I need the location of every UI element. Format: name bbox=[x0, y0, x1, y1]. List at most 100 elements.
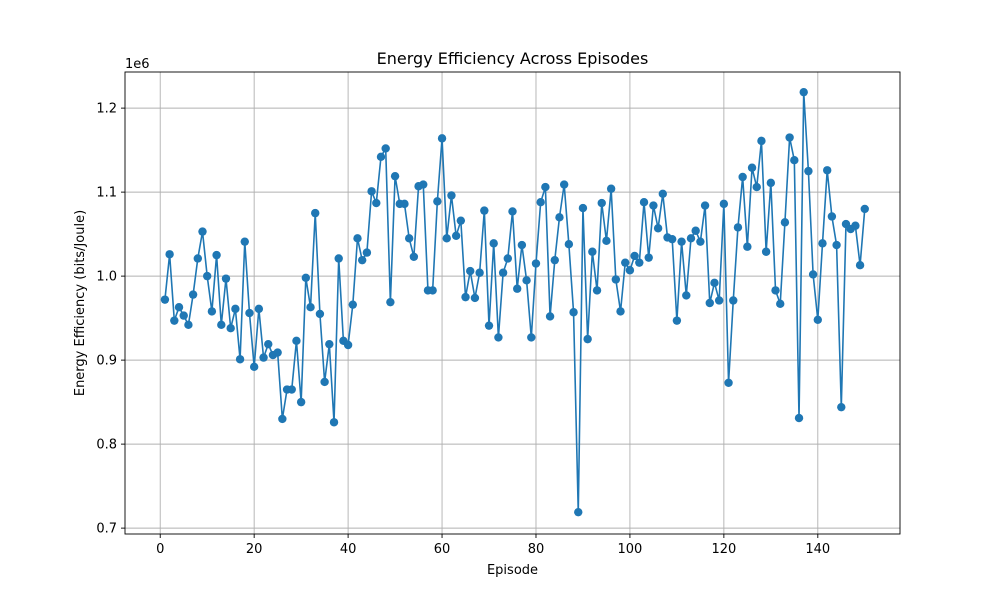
data-point bbox=[578, 203, 588, 213]
data-point bbox=[710, 278, 719, 288]
data-point bbox=[245, 308, 254, 318]
data-point bbox=[621, 258, 630, 267]
y-tick-label: 0.7 bbox=[96, 522, 117, 537]
data-point bbox=[700, 201, 710, 210]
y-offset-label: 1e6 bbox=[125, 57, 150, 72]
data-point bbox=[780, 218, 790, 227]
data-point bbox=[752, 182, 761, 192]
data-point bbox=[790, 156, 799, 165]
data-point bbox=[433, 197, 442, 206]
data-point bbox=[837, 402, 846, 412]
data-point bbox=[400, 199, 409, 209]
data-point bbox=[813, 315, 822, 324]
data-point bbox=[372, 198, 381, 208]
x-tick-label: 20 bbox=[246, 542, 263, 557]
data-point bbox=[564, 240, 574, 249]
data-point bbox=[447, 191, 456, 200]
data-point bbox=[583, 334, 592, 344]
data-point bbox=[743, 242, 752, 251]
data-point bbox=[635, 258, 644, 267]
data-point bbox=[498, 268, 508, 277]
data-point bbox=[555, 213, 564, 222]
data-point bbox=[226, 324, 235, 333]
data-point bbox=[203, 271, 212, 281]
data-point bbox=[761, 247, 771, 256]
data-point bbox=[705, 298, 714, 308]
data-point bbox=[221, 274, 231, 283]
data-point bbox=[212, 250, 221, 260]
data-point bbox=[353, 234, 362, 243]
data-point bbox=[437, 134, 447, 143]
data-point bbox=[738, 172, 747, 182]
data-point bbox=[306, 303, 315, 312]
axis-ticks: 0 20 40 60 80 100 120 140 0.7 0.8 0.9 1.0 1.1 1.2 bbox=[96, 102, 830, 557]
data-point bbox=[381, 144, 390, 153]
data-point bbox=[386, 297, 395, 307]
data-point bbox=[329, 418, 339, 427]
data-point bbox=[799, 87, 808, 97]
data-point bbox=[658, 189, 667, 198]
data-point bbox=[616, 307, 625, 316]
data-point bbox=[668, 234, 677, 244]
data-point bbox=[729, 296, 738, 305]
data-point bbox=[508, 207, 517, 216]
data-point bbox=[296, 397, 306, 407]
data-point bbox=[442, 234, 451, 243]
data-point bbox=[559, 180, 569, 189]
data-point bbox=[513, 284, 522, 293]
data-point bbox=[545, 312, 555, 321]
y-tick-label: 1.0 bbox=[96, 270, 117, 285]
data-point bbox=[470, 293, 480, 303]
data-point bbox=[193, 254, 202, 263]
data-point bbox=[494, 333, 503, 342]
chart-title: Energy Efficiency Across Episodes bbox=[377, 49, 649, 68]
data-point bbox=[804, 166, 813, 176]
data-point bbox=[691, 226, 700, 235]
data-point bbox=[827, 212, 837, 221]
data-point bbox=[184, 320, 193, 330]
x-tick-label: 140 bbox=[805, 542, 830, 557]
data-point bbox=[188, 290, 198, 299]
data-point bbox=[343, 340, 353, 350]
data-point bbox=[682, 291, 691, 300]
data-point bbox=[179, 311, 188, 320]
data-point bbox=[686, 234, 696, 243]
data-point bbox=[475, 268, 484, 277]
data-point bbox=[639, 198, 649, 207]
series-line bbox=[164, 91, 866, 513]
data-point bbox=[451, 231, 461, 240]
data-point bbox=[644, 253, 653, 262]
data-point bbox=[240, 237, 249, 246]
data-point bbox=[785, 133, 794, 142]
data-point bbox=[823, 166, 832, 175]
data-point bbox=[851, 221, 860, 230]
plot-frame bbox=[124, 71, 901, 535]
data-point bbox=[165, 250, 174, 259]
data-point bbox=[611, 275, 621, 284]
data-point bbox=[531, 259, 541, 268]
data-point bbox=[461, 292, 470, 302]
data-point bbox=[541, 182, 550, 192]
data-point bbox=[231, 304, 240, 314]
y-tick-label: 1.1 bbox=[96, 186, 117, 201]
data-point bbox=[235, 355, 245, 364]
data-point bbox=[550, 255, 559, 265]
data-point bbox=[808, 270, 818, 279]
data-point bbox=[630, 251, 639, 261]
data-point bbox=[522, 276, 531, 285]
data-point bbox=[757, 136, 766, 146]
data-point bbox=[273, 348, 282, 357]
y-tick-label: 0.9 bbox=[96, 354, 117, 369]
data-point bbox=[574, 507, 583, 517]
x-tick-label: 100 bbox=[618, 542, 643, 557]
data-point bbox=[677, 237, 686, 246]
data-point bbox=[766, 178, 776, 188]
data-point bbox=[625, 266, 635, 275]
data-point bbox=[536, 198, 545, 207]
data-point bbox=[776, 299, 785, 309]
data-point bbox=[264, 339, 273, 349]
data-point bbox=[489, 239, 498, 248]
data-point bbox=[696, 237, 705, 246]
data-point bbox=[724, 378, 733, 387]
